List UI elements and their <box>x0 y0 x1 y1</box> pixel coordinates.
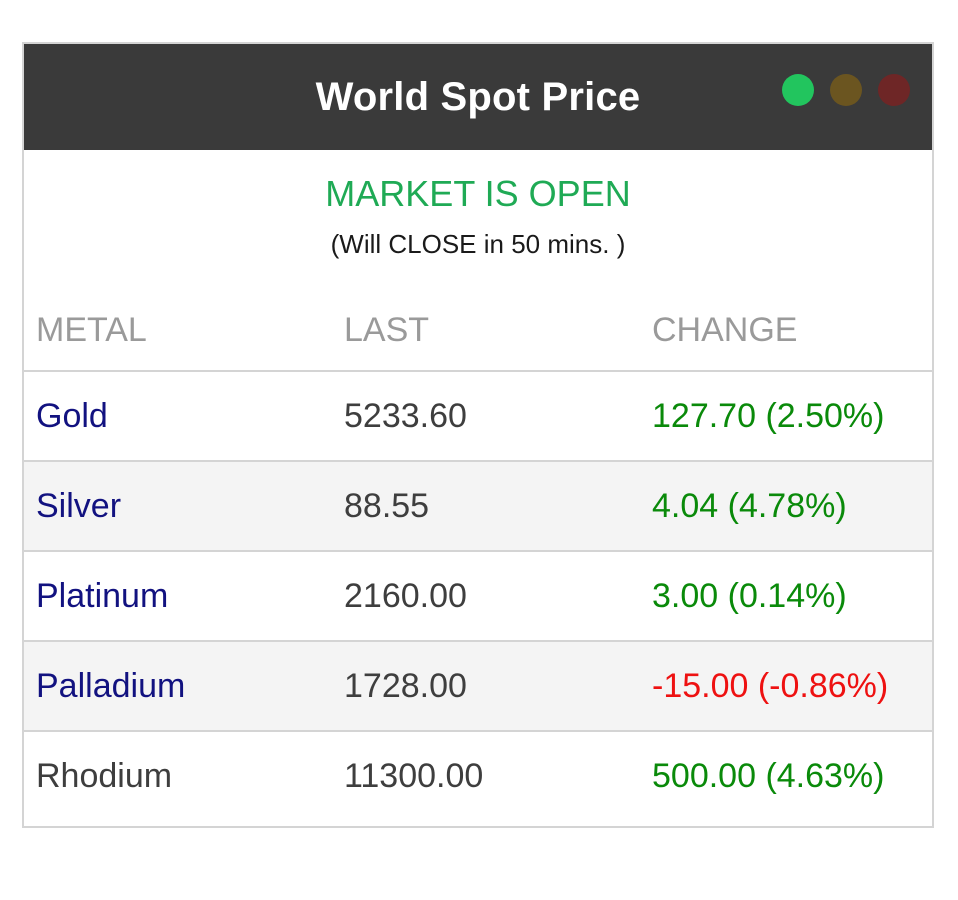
last-price: 11300.00 <box>344 756 484 795</box>
metal-name: Rhodium <box>36 756 173 795</box>
price-change: -15.00 (-0.86%) <box>640 641 932 732</box>
metal-name-link[interactable]: Platinum <box>24 551 332 642</box>
table-row: Rhodium 11300.00 500.00 (4.63%) <box>24 731 932 820</box>
spot-price-widget: World Spot Price MARKET IS OPEN (Will CL… <box>22 42 934 828</box>
table-row: Gold 5233.60 127.70 (2.50%) <box>24 371 932 462</box>
price-change: 127.70 (2.50%) <box>640 371 932 462</box>
last-price: 2160.00 <box>332 551 640 642</box>
metal-name-link[interactable]: Silver <box>24 461 332 552</box>
last-price: 5233.60 <box>332 371 640 462</box>
widget-header: World Spot Price <box>24 44 932 150</box>
last-price: 88.55 <box>332 461 640 552</box>
price-table: METAL LAST CHANGE Gold 5233.60 127.70 (2… <box>24 290 932 820</box>
red-light-icon <box>878 74 910 106</box>
green-light-icon <box>782 74 814 106</box>
header-change: CHANGE <box>640 290 932 372</box>
yellow-light-icon <box>830 74 862 106</box>
window-lights <box>782 74 910 106</box>
table-row: Platinum 2160.00 3.00 (0.14%) <box>24 551 932 642</box>
last-price: 1728.00 <box>332 641 640 732</box>
header-last: LAST <box>332 290 640 372</box>
table-header-row: METAL LAST CHANGE <box>24 290 932 372</box>
price-change: 500.00 (4.63%) <box>652 756 885 795</box>
metal-name-link[interactable]: Palladium <box>24 641 332 732</box>
market-close-countdown: (Will CLOSE in 50 mins. ) <box>330 229 626 259</box>
price-change: 4.04 (4.78%) <box>640 461 932 552</box>
header-metal: METAL <box>24 290 332 372</box>
widget-title: World Spot Price <box>315 74 641 119</box>
table-row: Silver 88.55 4.04 (4.78%) <box>24 461 932 552</box>
market-status-text: MARKET IS OPEN <box>325 173 631 214</box>
metal-name-link[interactable]: Gold <box>24 371 332 462</box>
market-status: MARKET IS OPEN (Will CLOSE in 50 mins. ) <box>24 150 932 260</box>
price-change: 3.00 (0.14%) <box>640 551 932 642</box>
table-row: Palladium 1728.00 -15.00 (-0.86%) <box>24 641 932 732</box>
